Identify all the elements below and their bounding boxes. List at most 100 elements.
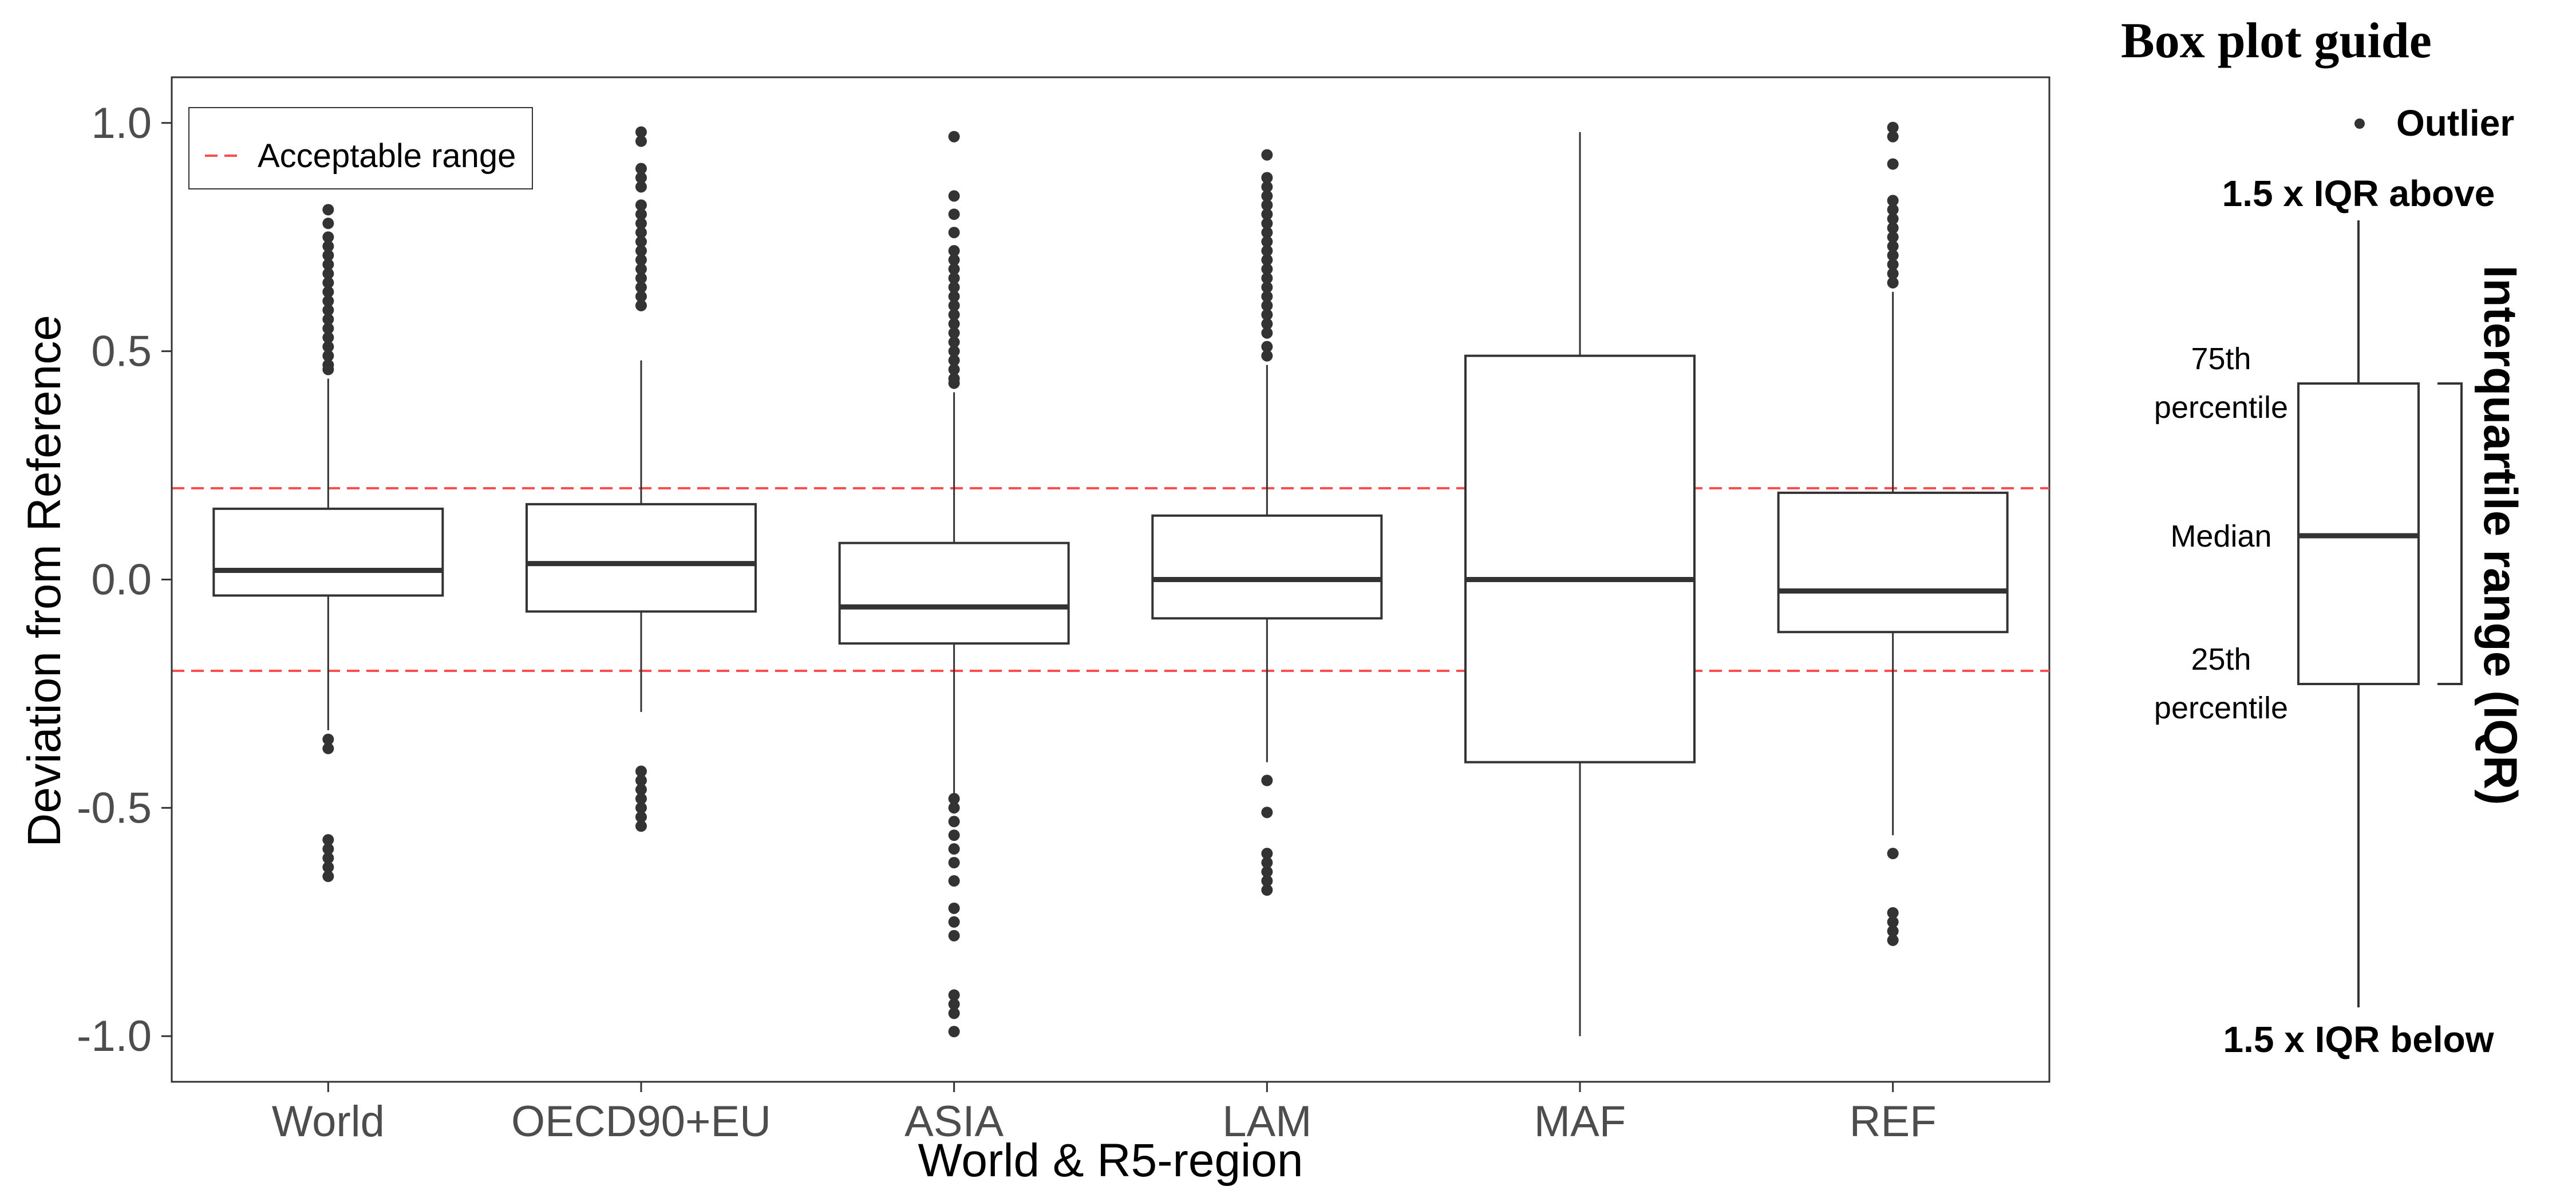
iqr-box-maf	[1464, 354, 1696, 764]
outlier-world-14	[322, 341, 334, 353]
outlier-oecd90-eu-12	[635, 263, 647, 275]
outlier-lam-20	[1261, 350, 1273, 362]
outlier-ref-12	[1887, 276, 1899, 288]
outlier-asia-20	[948, 793, 960, 805]
outlier-world-9	[322, 295, 334, 307]
guide-iqr-bracket	[2437, 382, 2463, 685]
box-ref	[1777, 121, 2009, 946]
outlier-oecd90-eu-5	[635, 199, 647, 211]
outlier-ref-17	[1887, 934, 1899, 946]
y-tick-label-3: -0.5	[77, 784, 152, 832]
outlier-oecd90-eu-11	[635, 254, 647, 266]
outlier-world-24	[322, 871, 334, 883]
x-axis: World OECD90+EU ASIA LAM MAF REF	[172, 1081, 2049, 1146]
guide-q1-label-line2: percentile	[2154, 691, 2288, 725]
legend-box	[188, 107, 533, 189]
outlier-ref-11	[1887, 268, 1899, 280]
outlier-asia-21	[948, 802, 960, 814]
outlier-lam-24	[1261, 857, 1273, 869]
box-plot-guide: Box plot guide Outlier 1.5 x IQR above 1…	[2121, 13, 2526, 1060]
outlier-ref-10	[1887, 259, 1899, 271]
box-lam	[1151, 149, 1383, 896]
outlier-asia-6	[948, 263, 960, 275]
x-tick-label-3: LAM	[1222, 1097, 1311, 1146]
outlier-asia-8	[948, 281, 960, 293]
outlier-asia-27	[948, 902, 960, 914]
outlier-lam-17	[1261, 318, 1273, 330]
outlier-asia-16	[948, 354, 960, 366]
y-tick-label-1: 0.5	[91, 327, 152, 376]
outlier-oecd90-eu-9	[635, 236, 647, 248]
outlier-ref-0	[1887, 121, 1899, 133]
outlier-asia-2	[948, 208, 960, 220]
outlier-oecd90-eu-18	[635, 774, 647, 786]
outlier-asia-22	[948, 816, 960, 828]
iqr-box-oecd90-eu	[526, 503, 757, 613]
outlier-lam-12	[1261, 272, 1273, 284]
outlier-ref-8	[1887, 240, 1899, 252]
outlier-asia-31	[948, 998, 960, 1010]
outlier-asia-12	[948, 318, 960, 330]
outlier-asia-7	[948, 272, 960, 284]
outlier-asia-4	[948, 245, 960, 257]
outlier-asia-13	[948, 327, 960, 339]
outlier-lam-1	[1261, 172, 1273, 184]
outlier-world-22	[322, 852, 334, 864]
guide-title: Box plot guide	[2121, 13, 2432, 69]
outlier-world-13	[322, 331, 334, 343]
y-tick-label-0: 1.0	[91, 99, 152, 148]
guide-q1-label-line1: 25th	[2191, 642, 2251, 677]
outlier-ref-5	[1887, 213, 1899, 225]
outlier-oecd90-eu-8	[635, 227, 647, 239]
outlier-oecd90-eu-10	[635, 245, 647, 257]
legend-label-acceptable-range: Acceptable range	[258, 137, 516, 175]
outlier-lam-8	[1261, 236, 1273, 248]
outlier-oecd90-eu-16	[635, 299, 647, 311]
outlier-world-10	[322, 304, 334, 316]
outlier-ref-14	[1887, 907, 1899, 919]
outlier-world-18	[322, 733, 334, 745]
outlier-world-17	[322, 363, 334, 375]
outlier-lam-18	[1261, 327, 1273, 339]
x-tick-label-0: World	[272, 1097, 385, 1146]
outlier-asia-25	[948, 857, 960, 869]
outlier-lam-16	[1261, 309, 1273, 321]
outlier-lam-2	[1261, 181, 1273, 193]
outlier-world-2	[322, 231, 334, 243]
outlier-oecd90-eu-3	[635, 172, 647, 184]
outlier-ref-4	[1887, 204, 1899, 216]
outlier-lam-19	[1261, 341, 1273, 353]
outlier-lam-13	[1261, 281, 1273, 293]
outlier-world-0	[322, 204, 334, 216]
iqr-box-ref	[1777, 491, 2009, 634]
outlier-lam-25	[1261, 866, 1273, 878]
iqr-box-lam	[1151, 514, 1383, 620]
reference-lines	[172, 487, 2049, 673]
y-tick-label-4: -1.0	[77, 1012, 152, 1061]
outlier-ref-15	[1887, 916, 1899, 928]
outlier-ref-1	[1887, 131, 1899, 143]
guide-outlier-label: Outlier	[2396, 102, 2514, 144]
guide-q3-label-line1: 75th	[2191, 342, 2251, 376]
outlier-lam-27	[1261, 884, 1273, 896]
outlier-asia-33	[948, 1026, 960, 1038]
outlier-world-4	[322, 250, 334, 262]
outlier-lam-3	[1261, 190, 1273, 202]
outlier-world-21	[322, 843, 334, 855]
outlier-ref-16	[1887, 925, 1899, 937]
outlier-lam-7	[1261, 227, 1273, 239]
x-tick-label-2: ASIA	[904, 1097, 1003, 1146]
outlier-asia-24	[948, 843, 960, 855]
box-asia	[838, 131, 1070, 1038]
outlier-ref-6	[1887, 222, 1899, 234]
iqr-box-world	[212, 507, 444, 597]
outlier-asia-32	[948, 1007, 960, 1019]
outlier-lam-4	[1261, 199, 1273, 211]
outlier-oecd90-eu-6	[635, 208, 647, 220]
outlier-asia-26	[948, 875, 960, 887]
outlier-asia-28	[948, 916, 960, 928]
outlier-oecd90-eu-1	[635, 135, 647, 147]
box-oecd90-eu	[526, 126, 757, 832]
outlier-asia-14	[948, 336, 960, 348]
